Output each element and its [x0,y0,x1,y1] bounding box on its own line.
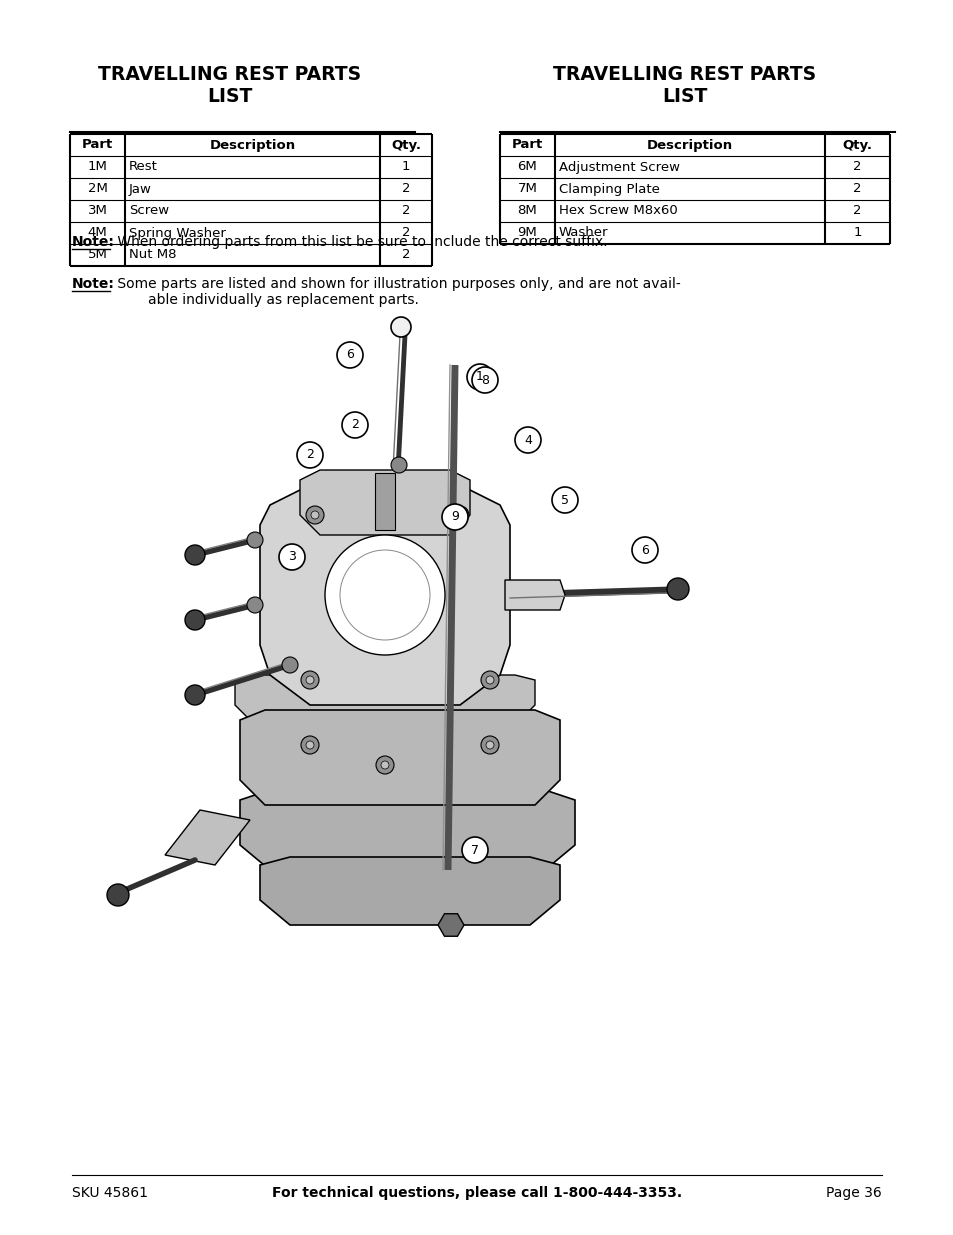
Text: Washer: Washer [558,226,608,240]
Text: Clamping Plate: Clamping Plate [558,183,659,195]
Text: Some parts are listed and shown for illustration purposes only, and are not avai: Some parts are listed and shown for illu… [112,277,680,308]
Text: 8: 8 [480,373,489,387]
Text: When ordering parts from this list be sure to include the correct suffix.: When ordering parts from this list be su… [112,235,607,249]
Circle shape [456,511,463,519]
Text: Rest: Rest [129,161,157,173]
Circle shape [552,487,578,513]
Circle shape [282,657,297,673]
Circle shape [336,342,363,368]
Circle shape [461,837,488,863]
Circle shape [247,597,263,613]
Text: 9M: 9M [517,226,537,240]
Text: Jaw: Jaw [129,183,152,195]
Circle shape [306,506,324,524]
Circle shape [485,741,494,748]
Text: 5M: 5M [88,248,108,262]
Text: 2: 2 [401,226,410,240]
Circle shape [472,367,497,393]
Text: 7M: 7M [517,183,537,195]
Circle shape [666,578,688,600]
Text: 7: 7 [471,844,478,857]
Text: Adjustment Screw: Adjustment Screw [558,161,679,173]
Circle shape [325,535,444,655]
Text: 6M: 6M [517,161,537,173]
Text: Spring Washer: Spring Washer [129,226,226,240]
Circle shape [278,543,305,571]
Polygon shape [234,676,535,725]
Circle shape [341,412,368,438]
Text: Note:: Note: [71,235,114,249]
Circle shape [185,545,205,564]
Circle shape [306,676,314,684]
Circle shape [391,457,407,473]
Circle shape [301,736,318,755]
Text: 2: 2 [401,183,410,195]
Text: 2: 2 [306,448,314,462]
Text: 2M: 2M [88,183,108,195]
Circle shape [480,671,498,689]
Text: 8M: 8M [517,205,537,217]
Text: 3M: 3M [88,205,108,217]
Text: 1M: 1M [88,161,108,173]
Polygon shape [260,485,510,705]
Text: Qty.: Qty. [391,138,420,152]
Text: Part: Part [512,138,542,152]
Polygon shape [437,914,463,936]
Text: 6: 6 [640,543,648,557]
Text: TRAVELLING REST PARTS
LIST: TRAVELLING REST PARTS LIST [553,65,816,106]
Circle shape [247,532,263,548]
Text: TRAVELLING REST PARTS
LIST: TRAVELLING REST PARTS LIST [98,65,361,106]
Text: Qty.: Qty. [841,138,872,152]
Text: 2: 2 [852,161,861,173]
Circle shape [375,756,394,774]
Circle shape [380,761,389,769]
Circle shape [441,504,468,530]
Polygon shape [240,710,559,805]
Polygon shape [504,580,564,610]
Circle shape [631,537,658,563]
Text: Screw: Screw [129,205,169,217]
Text: Page 36: Page 36 [825,1186,882,1200]
Circle shape [301,671,318,689]
Text: 6: 6 [346,348,354,362]
Circle shape [311,511,318,519]
Text: Description: Description [646,138,732,152]
Circle shape [467,364,493,390]
Text: 4: 4 [523,433,532,447]
Text: SKU 45861: SKU 45861 [71,1186,148,1200]
Polygon shape [299,471,470,535]
Text: Part: Part [82,138,113,152]
Text: Hex Screw M8x60: Hex Screw M8x60 [558,205,677,217]
Text: For technical questions, please call 1-800-444-3353.: For technical questions, please call 1-8… [272,1186,681,1200]
Circle shape [107,884,129,906]
Circle shape [391,317,411,337]
Text: 2: 2 [401,248,410,262]
Text: 1: 1 [852,226,861,240]
Text: 3: 3 [288,551,295,563]
Circle shape [185,685,205,705]
Circle shape [515,427,540,453]
Text: 2: 2 [401,205,410,217]
Text: 9: 9 [451,510,458,524]
Text: 5: 5 [560,494,568,506]
Text: Note:: Note: [71,277,114,291]
Text: 2: 2 [852,205,861,217]
Circle shape [296,442,323,468]
Text: 2: 2 [351,419,358,431]
Circle shape [480,736,498,755]
Circle shape [485,676,494,684]
Polygon shape [375,473,395,530]
Text: 1: 1 [401,161,410,173]
Polygon shape [165,810,250,864]
Polygon shape [260,857,559,925]
Circle shape [185,610,205,630]
Circle shape [306,741,314,748]
Circle shape [451,506,469,524]
Text: 4M: 4M [88,226,108,240]
Polygon shape [240,790,575,869]
Text: Description: Description [210,138,295,152]
Text: 1: 1 [476,370,483,384]
Text: Nut M8: Nut M8 [129,248,176,262]
Text: 2: 2 [852,183,861,195]
